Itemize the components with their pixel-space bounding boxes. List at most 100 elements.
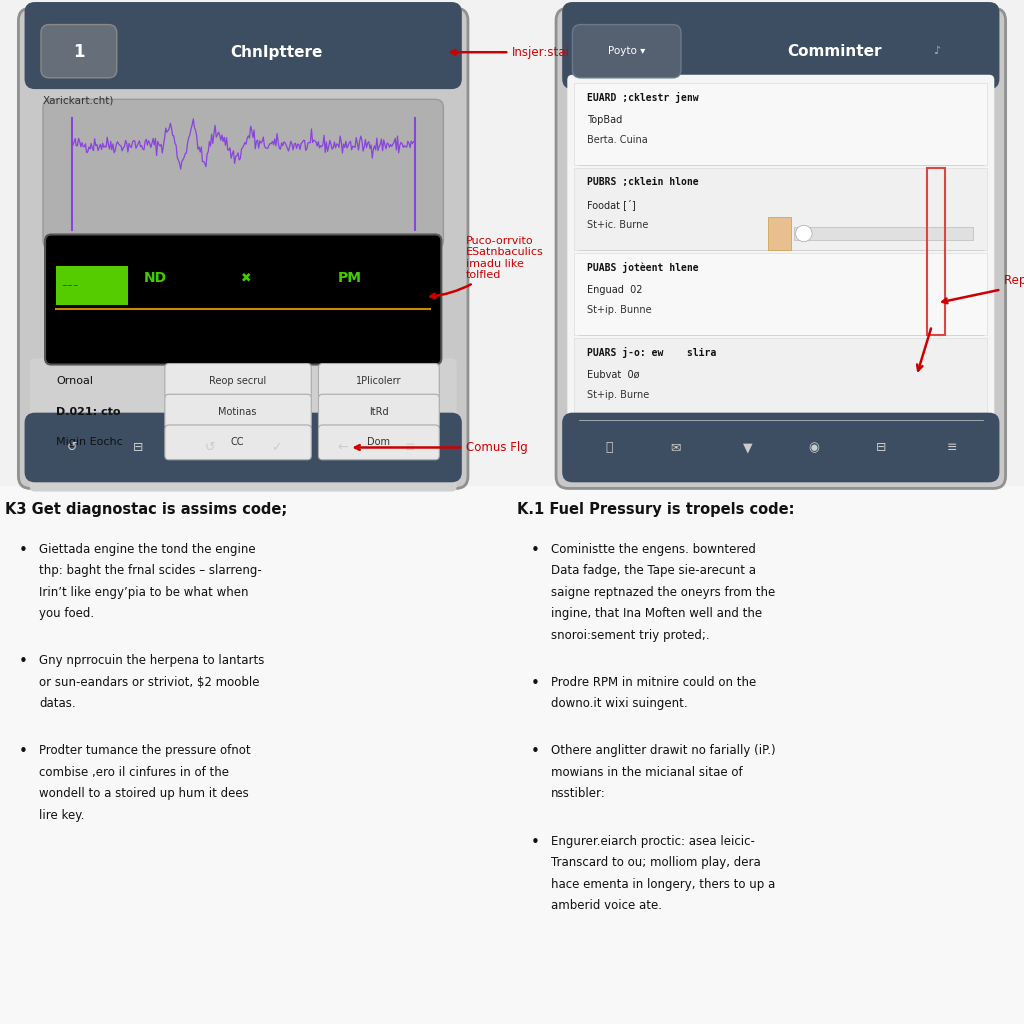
Text: 1: 1 [73, 43, 85, 61]
Text: wondell to a stoired up hum it dees: wondell to a stoired up hum it dees [39, 787, 249, 801]
Text: ltRd: ltRd [369, 407, 389, 417]
Text: CC: CC [230, 437, 245, 447]
Text: ♪: ♪ [934, 46, 940, 56]
Text: ⊟: ⊟ [876, 441, 886, 454]
Text: ←: ← [338, 441, 348, 454]
Text: snoroi:sement triy proted;.: snoroi:sement triy proted;. [551, 629, 710, 642]
Text: Migin Eochc: Migin Eochc [56, 437, 123, 447]
Text: Poyto ▾: Poyto ▾ [608, 46, 645, 56]
Text: combise ,ero il cinfures in of the: combise ,ero il cinfures in of the [39, 766, 229, 779]
Text: Enguad  02: Enguad 02 [587, 285, 642, 295]
Text: PM: PM [338, 271, 361, 286]
Text: amberid voice ate.: amberid voice ate. [551, 899, 662, 912]
Text: St+ip. Bunne: St+ip. Bunne [587, 305, 651, 315]
FancyBboxPatch shape [567, 75, 994, 425]
FancyBboxPatch shape [45, 234, 441, 365]
Text: lire key.: lire key. [39, 809, 84, 822]
Text: ≡: ≡ [404, 441, 415, 454]
Text: you foed.: you foed. [39, 607, 94, 621]
Text: Ornoal: Ornoal [56, 376, 93, 386]
Bar [574, 168, 987, 250]
Bar [56, 266, 128, 305]
Text: Xarickart.cht): Xarickart.cht) [43, 95, 115, 105]
Text: PUARS j-o: ew    slira: PUARS j-o: ew slira [587, 347, 716, 358]
Text: Reppress lede: Reppress lede [942, 273, 1024, 303]
Text: ✓: ✓ [271, 441, 282, 454]
Bar [768, 217, 791, 250]
Text: TopBad: TopBad [587, 115, 622, 125]
Text: •: • [530, 744, 540, 760]
Bar [0, 486, 1024, 1024]
Text: •: • [18, 654, 28, 670]
Text: Othere anglitter drawit no farially (iP.): Othere anglitter drawit no farially (iP.… [551, 744, 775, 758]
Text: Coministte the engens. bowntered: Coministte the engens. bowntered [551, 543, 756, 556]
Text: ≡: ≡ [947, 441, 957, 454]
FancyBboxPatch shape [43, 99, 443, 249]
Text: ✉: ✉ [671, 441, 681, 454]
Text: Foodat [´]: Foodat [´] [587, 200, 636, 211]
Text: •: • [530, 835, 540, 850]
Text: Comminter: Comminter [787, 44, 882, 58]
FancyBboxPatch shape [165, 394, 311, 429]
FancyBboxPatch shape [562, 2, 999, 89]
Text: ↺: ↺ [67, 441, 77, 454]
Text: Berta. Cuina: Berta. Cuina [587, 135, 647, 145]
FancyBboxPatch shape [572, 25, 681, 78]
Text: •: • [18, 543, 28, 558]
FancyBboxPatch shape [18, 8, 468, 488]
Text: Giettada engine the tond the engine: Giettada engine the tond the engine [39, 543, 256, 556]
Bar [574, 338, 987, 420]
Text: ND: ND [143, 271, 167, 286]
Circle shape [796, 225, 812, 242]
Text: ~~~: ~~~ [61, 283, 79, 289]
FancyBboxPatch shape [318, 394, 439, 429]
Text: Dom: Dom [368, 437, 390, 447]
Text: EUARD ;cklestr jenw: EUARD ;cklestr jenw [587, 92, 698, 103]
Text: datas.: datas. [39, 697, 76, 711]
Text: mowians in the micianal sitae of: mowians in the micianal sitae of [551, 766, 742, 779]
Text: D.021: cto: D.021: cto [56, 407, 121, 417]
Text: Comus Flg: Comus Flg [355, 441, 527, 454]
Text: ↺: ↺ [205, 441, 215, 454]
Text: Puco-orrvito
ESatnbaculics
imadu like
tolfled: Puco-orrvito ESatnbaculics imadu like to… [430, 236, 544, 298]
Text: thp: baght the frnal scides – slarreng-: thp: baght the frnal scides – slarreng- [39, 564, 262, 578]
Text: K.1 Fuel Pressury is tropels code:: K.1 Fuel Pressury is tropels code: [517, 502, 795, 517]
Text: or sun-eandars or striviot, $2 mooble: or sun-eandars or striviot, $2 mooble [39, 676, 259, 689]
FancyBboxPatch shape [562, 413, 999, 482]
Text: PUBRS ;cklein hlone: PUBRS ;cklein hlone [587, 177, 698, 187]
Text: Prodre RPM in mitnire could on the: Prodre RPM in mitnire could on the [551, 676, 756, 689]
Bar [574, 83, 987, 165]
Text: 👤: 👤 [605, 441, 613, 454]
Text: saigne reptnazed the oneyrs from the: saigne reptnazed the oneyrs from the [551, 586, 775, 599]
Text: 1Plicolerr: 1Plicolerr [356, 376, 401, 386]
Text: downo.it wixi suingent.: downo.it wixi suingent. [551, 697, 687, 711]
FancyBboxPatch shape [25, 2, 462, 89]
Text: Gny nprrocuin the herpena to lantarts: Gny nprrocuin the herpena to lantarts [39, 654, 264, 668]
Text: St+ip. Burne: St+ip. Burne [587, 390, 649, 400]
Bar [794, 227, 973, 240]
Bar [927, 168, 945, 335]
FancyBboxPatch shape [318, 364, 439, 398]
FancyBboxPatch shape [25, 413, 462, 482]
Text: hace ementa in longery, thers to up a: hace ementa in longery, thers to up a [551, 878, 775, 891]
FancyBboxPatch shape [41, 25, 117, 78]
Text: •: • [530, 676, 540, 691]
Text: St+ic. Burne: St+ic. Burne [587, 220, 648, 230]
FancyBboxPatch shape [556, 8, 1006, 488]
Text: PUABS jotèent hlene: PUABS jotèent hlene [587, 262, 698, 273]
Text: Reop secrul: Reop secrul [209, 376, 266, 386]
Text: Transcard to ou; molliom play, dera: Transcard to ou; molliom play, dera [551, 856, 761, 869]
Text: •: • [530, 543, 540, 558]
Text: ⊟: ⊟ [133, 441, 143, 454]
Text: Eubvat  0ø: Eubvat 0ø [587, 370, 639, 380]
Text: ▼: ▼ [742, 441, 753, 454]
Text: ◉: ◉ [809, 441, 819, 454]
Text: Engurer.eiarch proctic: asea leicic-: Engurer.eiarch proctic: asea leicic- [551, 835, 755, 848]
Text: Motinas: Motinas [218, 407, 257, 417]
FancyBboxPatch shape [30, 358, 457, 492]
Text: nsstibler:: nsstibler: [551, 787, 605, 801]
Text: Prodter tumance the pressure ofnot: Prodter tumance the pressure ofnot [39, 744, 251, 758]
Text: •: • [18, 744, 28, 760]
FancyBboxPatch shape [318, 425, 439, 460]
Text: Data fadge, the Tape sie-arecunt a: Data fadge, the Tape sie-arecunt a [551, 564, 756, 578]
